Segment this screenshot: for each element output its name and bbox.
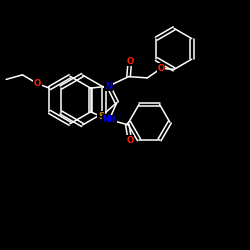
Text: NH: NH (102, 115, 116, 124)
Text: O: O (126, 57, 134, 66)
Text: O: O (34, 79, 41, 88)
Text: O: O (158, 64, 165, 73)
Text: N: N (105, 82, 112, 90)
Text: S: S (98, 112, 104, 121)
Text: O: O (126, 136, 134, 144)
